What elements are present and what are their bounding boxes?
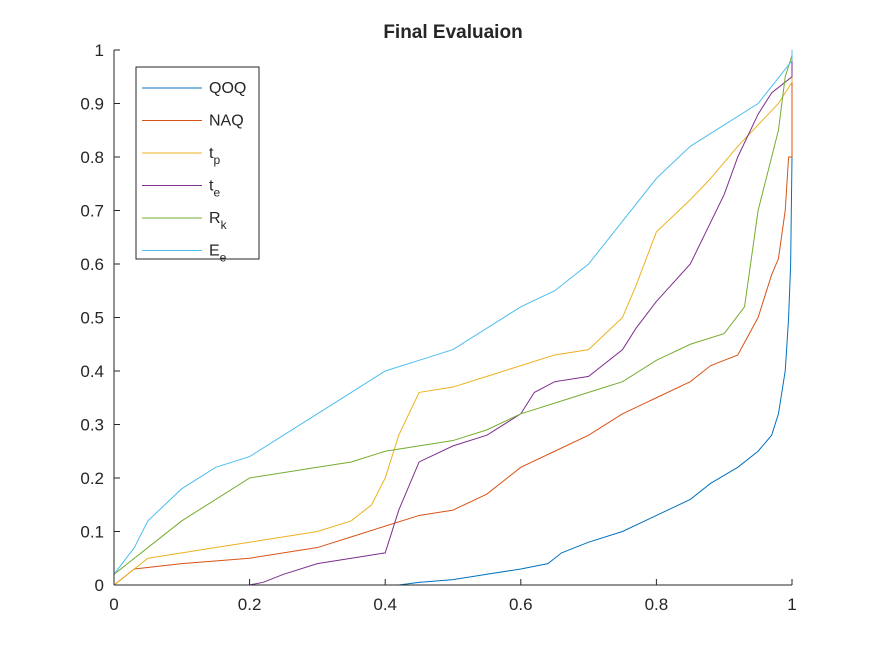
- x-tick-label: 0: [109, 595, 118, 614]
- y-tick-label: 0.6: [80, 255, 104, 274]
- series-line-r-k: [113, 50, 793, 575]
- x-tick-label: 0.2: [238, 595, 262, 614]
- legend-label-r-k: Rk: [209, 210, 228, 232]
- y-tick-label: 1: [95, 41, 104, 60]
- x-tick-label: 0.8: [645, 595, 669, 614]
- x-tick-label: 0.4: [373, 595, 397, 614]
- series-line-t-e: [114, 50, 793, 586]
- legend-box: [135, 66, 260, 260]
- x-tick-label: 0.6: [509, 595, 533, 614]
- y-tick-label: 0.9: [80, 95, 104, 114]
- y-tick-label: 0.7: [80, 202, 104, 221]
- series-line-e-e: [113, 50, 793, 575]
- legend-label-t-e: te: [209, 178, 220, 200]
- y-tick-label: 0.8: [80, 148, 104, 167]
- y-tick-label: 0.3: [80, 416, 104, 435]
- y-tick-label: 0.2: [80, 469, 104, 488]
- series-layer: [113, 50, 793, 586]
- legend-label-qoq: QOQ: [209, 80, 246, 97]
- y-tick-label: 0.4: [80, 362, 104, 381]
- legend-label-t-p: tp: [209, 145, 220, 167]
- series-line-qoq: [114, 50, 793, 586]
- x-tick-label: 1: [787, 595, 796, 614]
- legend-label-e-e: Ee: [209, 243, 227, 265]
- legend: QOQ NAQ tp te Rk Ee: [135, 66, 260, 265]
- series-line-t-p: [113, 50, 793, 586]
- legend-label-naq: NAQ: [209, 113, 244, 130]
- chart-title: Final Evaluaion: [383, 22, 522, 43]
- y-tick-label: 0: [95, 576, 104, 595]
- y-tick-label: 0.5: [80, 309, 104, 328]
- axes-layer: 0 0.2 0.4 0.6 0.8 1 0 0.1 0.2 0.3 0.4 0.5 0.6 0.7 0.8 0…: [80, 41, 796, 614]
- series-line-naq: [113, 50, 793, 586]
- y-tick-label: 0.1: [80, 523, 104, 542]
